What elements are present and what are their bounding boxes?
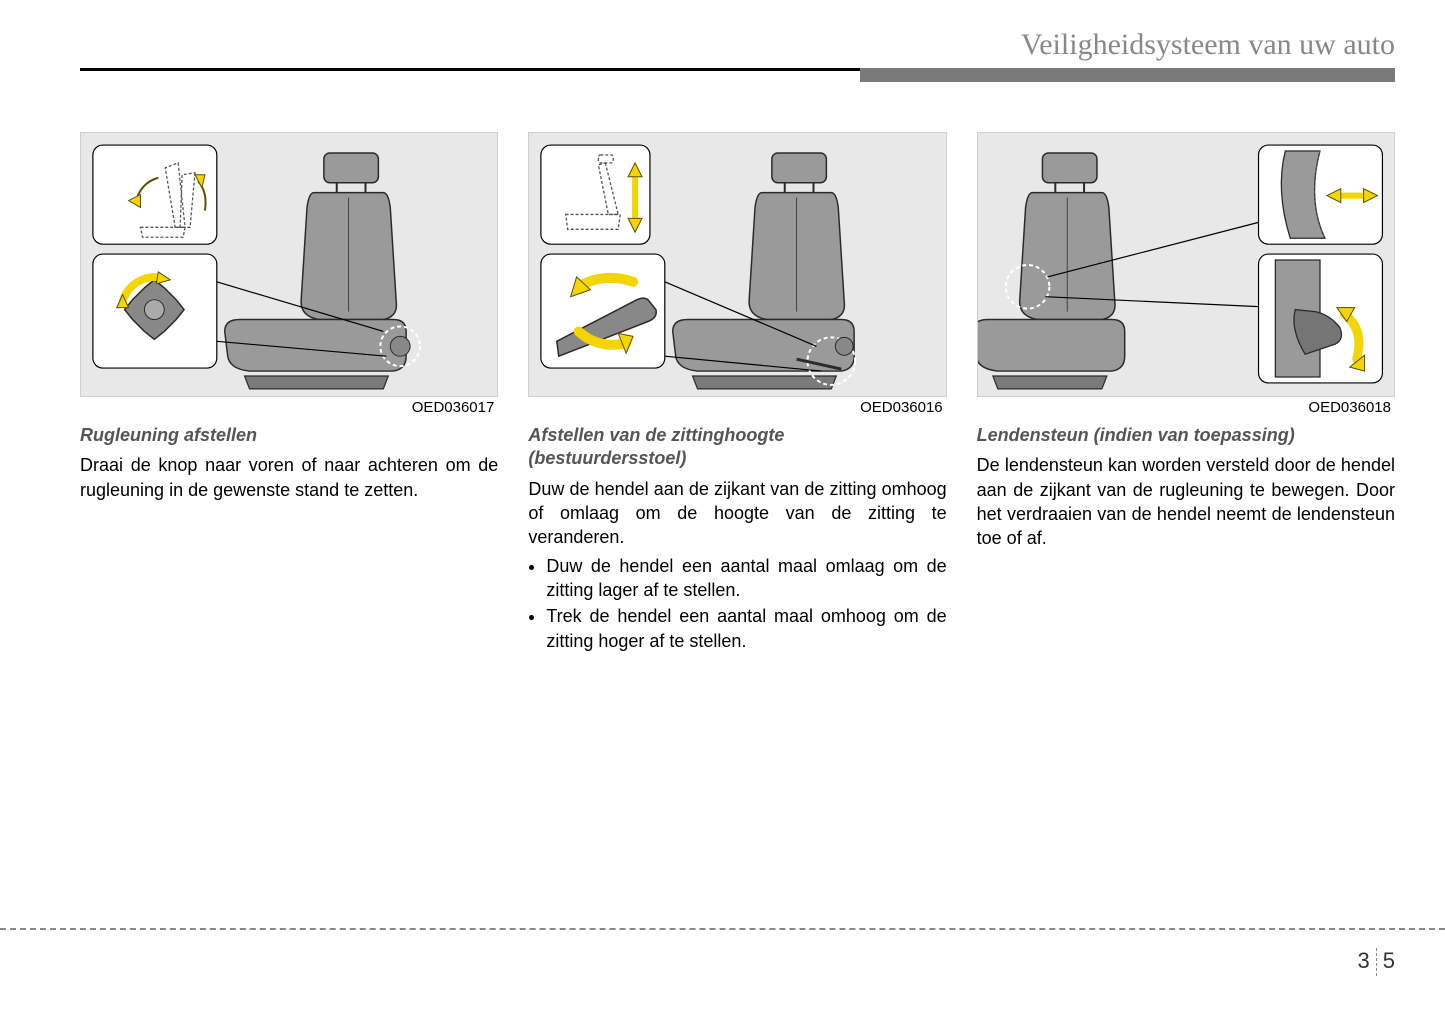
chapter-number: 3 [1358,948,1370,973]
column-1: OED036017 Rugleuning afstellen Draai de … [80,132,498,655]
figure-lumbar [977,132,1395,397]
section-title-3: Lendensteun (indien van toepassing) [977,424,1395,447]
page-header: Veiligheidsysteem van uw auto [0,28,1445,71]
figure-height [528,132,946,397]
column-3: OED036018 Lendensteun (indien van toepas… [977,132,1395,655]
figure-label-3: OED036018 [977,399,1395,416]
figure-label-1: OED036017 [80,399,498,416]
section-title-2: Afstellen van de zittinghoogte (bestuurd… [528,424,946,471]
bullet-item: Duw de hendel een aantal maal omlaag om … [546,554,946,603]
body-text-2: Duw de hendel aan de zijkant van de zitt… [528,477,946,550]
header-title: Veiligheidsysteem van uw auto [0,28,1445,68]
body-text-1: Draai de knop naar voren of naar achtere… [80,453,498,502]
bullet-list-2: Duw de hendel een aantal maal omlaag om … [528,554,946,653]
content-row: OED036017 Rugleuning afstellen Draai de … [80,132,1395,655]
header-rule [80,68,1395,71]
bullet-item: Trek de hendel een aantal maal omhoog om… [546,604,946,653]
header-tab [860,68,1395,82]
section-title-1: Rugleuning afstellen [80,424,498,447]
body-text-3: De lendensteun kan worden versteld door … [977,453,1395,550]
page-number-value: 5 [1383,948,1395,973]
column-2: OED036016 Afstellen van de zittinghoogte… [528,132,946,655]
crop-mark-line [0,928,1445,930]
page-number: 35 [1358,948,1396,976]
figure-label-2: OED036016 [528,399,946,416]
figure-recline [80,132,498,397]
